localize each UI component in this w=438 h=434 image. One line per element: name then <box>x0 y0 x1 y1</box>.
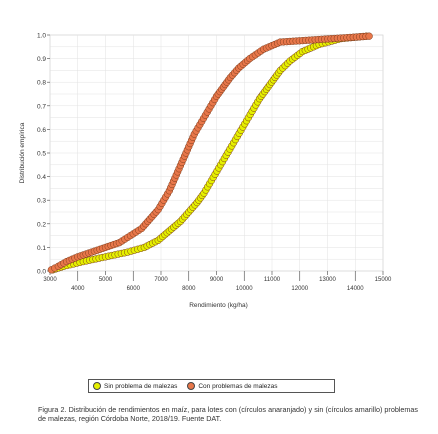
legend-label-sin: Sin problema de malezas <box>104 382 178 390</box>
y-tick-label: 0.1 <box>37 245 46 252</box>
x-tick-label: 7000 <box>154 277 168 283</box>
y-tick-label: 0.6 <box>37 127 46 134</box>
y-tick-label: 0.9 <box>37 56 46 63</box>
legend-label-con: Con problemas de malezas <box>198 382 278 390</box>
y-tick-label: 1.0 <box>37 33 46 40</box>
x-tick-label: 10000 <box>236 286 253 292</box>
x-tick-label: 5000 <box>99 277 113 283</box>
x-tick-label: 11000 <box>264 277 281 283</box>
y-axis-label: Distribución empírica <box>19 122 26 183</box>
data-point <box>365 32 373 40</box>
figure-caption: Figura 2. Distribución de rendimientos e… <box>38 405 418 423</box>
x-axis-label: Rendimiento (kg/ha) <box>189 302 248 309</box>
y-tick-label: 0.3 <box>37 198 46 205</box>
legend: Sin problema de malezas Con problemas de… <box>88 379 335 393</box>
legend-item-con: Con problemas de malezas <box>187 382 277 390</box>
y-tick-label: 0.2 <box>37 221 46 228</box>
y-tick-label: 0.0 <box>37 269 46 276</box>
y-tick-label: 0.7 <box>37 103 46 110</box>
x-tick-label: 14000 <box>347 286 364 292</box>
legend-item-sin: Sin problema de malezas <box>93 382 177 390</box>
y-tick-label: 0.4 <box>37 174 46 181</box>
x-tick-label: 15000 <box>375 277 392 283</box>
y-tick-label: 0.5 <box>37 151 46 158</box>
legend-swatch-sin <box>93 382 101 390</box>
x-tick-label: 9000 <box>210 277 224 283</box>
x-tick-label: 4000 <box>71 286 85 292</box>
x-tick-label: 12000 <box>291 286 308 292</box>
x-tick-label: 3000 <box>43 277 57 283</box>
legend-swatch-con <box>187 382 196 390</box>
x-tick-label: 6000 <box>127 286 141 292</box>
y-tick-label: 0.8 <box>37 80 46 87</box>
x-tick-label: 13000 <box>319 277 336 283</box>
x-tick-label: 8000 <box>182 286 196 292</box>
